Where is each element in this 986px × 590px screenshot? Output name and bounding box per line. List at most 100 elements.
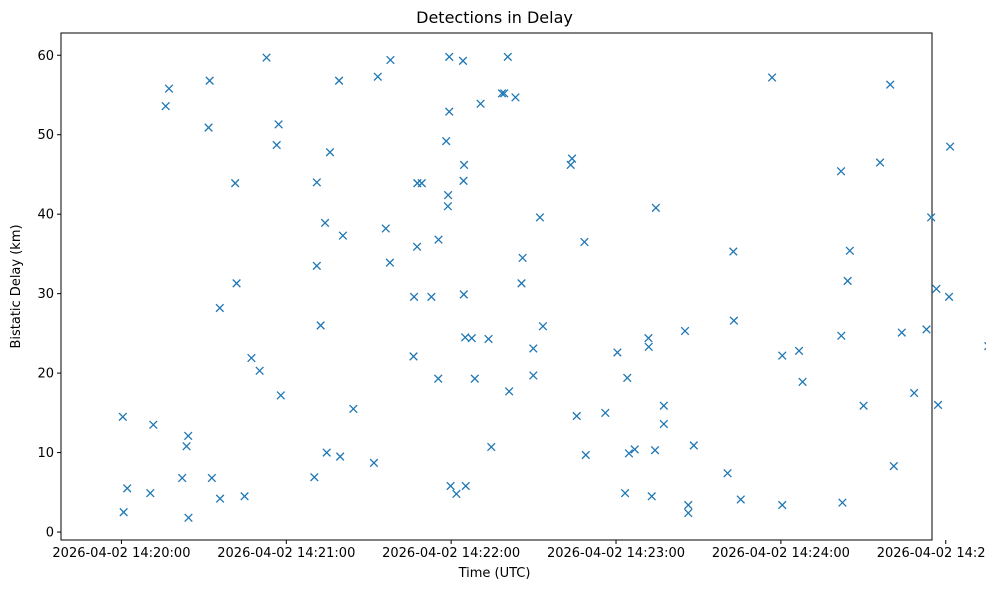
- data-point-marker: [566, 160, 575, 170]
- data-point-marker: [467, 333, 477, 343]
- y-tick-label: 20: [37, 367, 54, 382]
- data-point-marker: [567, 154, 577, 163]
- data-point-marker: [503, 52, 513, 62]
- data-point-marker: [310, 472, 319, 482]
- x-tick-label: 2026-04-02 14:23:00: [547, 546, 685, 561]
- data-point-marker: [146, 488, 155, 498]
- data-point-marker: [572, 411, 581, 421]
- data-point-marker: [651, 203, 661, 213]
- data-point-marker: [443, 201, 453, 211]
- data-point-marker: [470, 374, 480, 383]
- data-point-marker: [458, 56, 468, 66]
- data-point-marker: [684, 500, 693, 510]
- data-point-marker: [338, 231, 348, 240]
- data-point-marker: [441, 136, 451, 146]
- data-point-marker: [413, 178, 422, 188]
- data-point-marker: [207, 473, 217, 483]
- data-point-marker: [427, 292, 436, 302]
- x-tick-label: 2026-04-02 14:20:00: [52, 546, 190, 561]
- data-point-marker: [409, 352, 418, 361]
- data-point-marker: [230, 178, 240, 188]
- data-point-marker: [459, 176, 468, 186]
- data-point-marker: [272, 140, 281, 150]
- x-tick-label: 2026-04-02 14:21:00: [217, 546, 355, 561]
- data-point-marker: [837, 331, 846, 341]
- data-point-marker: [312, 178, 322, 187]
- data-point-marker: [177, 473, 187, 483]
- data-point-marker: [845, 246, 855, 255]
- data-point-marker: [444, 52, 454, 62]
- data-point-marker: [644, 342, 653, 352]
- data-point-marker: [184, 513, 193, 523]
- data-point-marker: [944, 292, 954, 302]
- data-point-marker: [446, 481, 455, 491]
- data-point-marker: [644, 333, 653, 343]
- y-tick-label: 0: [46, 526, 54, 541]
- data-point-marker: [777, 500, 787, 510]
- data-point-marker: [659, 419, 669, 429]
- data-point-marker: [885, 80, 895, 89]
- data-point-marker: [875, 158, 885, 167]
- data-point-marker: [320, 218, 330, 228]
- data-point-marker: [164, 84, 174, 93]
- data-point-marker: [334, 76, 344, 85]
- y-tick-label: 50: [37, 128, 54, 143]
- data-point-marker: [381, 224, 391, 233]
- data-point-marker: [926, 213, 936, 222]
- data-point-marker: [909, 388, 919, 398]
- data-point-marker: [205, 76, 214, 85]
- x-tick-label: 2026-04-02 14:25:00: [877, 546, 986, 561]
- data-point-marker: [433, 374, 443, 383]
- data-point-marker: [461, 481, 470, 491]
- data-point-marker: [417, 178, 427, 188]
- x-tick-label: 2026-04-02 14:24:00: [712, 546, 850, 561]
- data-point-marker: [255, 366, 264, 375]
- data-point-marker: [680, 326, 690, 336]
- chart-title: Detections in Delay: [416, 8, 573, 27]
- data-point-marker: [444, 107, 454, 116]
- data-point-marker: [518, 253, 527, 263]
- data-point-marker: [497, 89, 507, 98]
- data-point-marker: [385, 258, 395, 267]
- data-point-marker: [386, 55, 395, 65]
- data-point-marker: [484, 334, 493, 344]
- data-point-marker: [945, 142, 955, 151]
- data-point-marker: [276, 391, 286, 400]
- data-point-marker: [529, 371, 538, 380]
- data-point-marker: [777, 351, 787, 360]
- data-point-marker: [459, 160, 469, 170]
- data-point-marker: [312, 261, 322, 271]
- data-point-marker: [369, 458, 379, 468]
- data-point-marker: [613, 348, 622, 357]
- x-axis: 2026-04-02 14:20:00 2026-04-02 14:21:00 20…: [52, 540, 986, 561]
- data-point-marker: [623, 373, 632, 383]
- data-point-marker: [538, 321, 548, 331]
- data-point-marker: [581, 450, 591, 460]
- plot-area: [60, 32, 933, 541]
- data-point-marker: [650, 445, 660, 455]
- data-point-marker: [504, 387, 514, 396]
- data-point-marker: [620, 488, 630, 498]
- data-point-marker: [932, 284, 941, 294]
- data-points: [118, 52, 986, 523]
- y-tick-label: 30: [37, 287, 54, 302]
- data-point-marker: [149, 420, 158, 430]
- data-point-marker: [215, 303, 225, 313]
- data-point-marker: [729, 247, 738, 256]
- y-tick-label: 10: [37, 446, 54, 461]
- data-point-marker: [684, 508, 693, 518]
- data-point-marker: [434, 235, 443, 244]
- data-point-marker: [412, 242, 422, 252]
- data-point-marker: [118, 412, 128, 422]
- data-point-marker: [325, 147, 335, 157]
- data-point-marker: [689, 441, 699, 450]
- data-point-marker: [499, 89, 509, 98]
- data-point-marker: [843, 276, 852, 286]
- data-point-marker: [647, 492, 657, 501]
- data-point-marker: [247, 353, 256, 363]
- y-axis-label: Bistatic Delay (km): [9, 224, 24, 348]
- data-point-marker: [335, 452, 345, 461]
- data-point-marker: [659, 401, 669, 410]
- data-point-marker: [933, 400, 943, 410]
